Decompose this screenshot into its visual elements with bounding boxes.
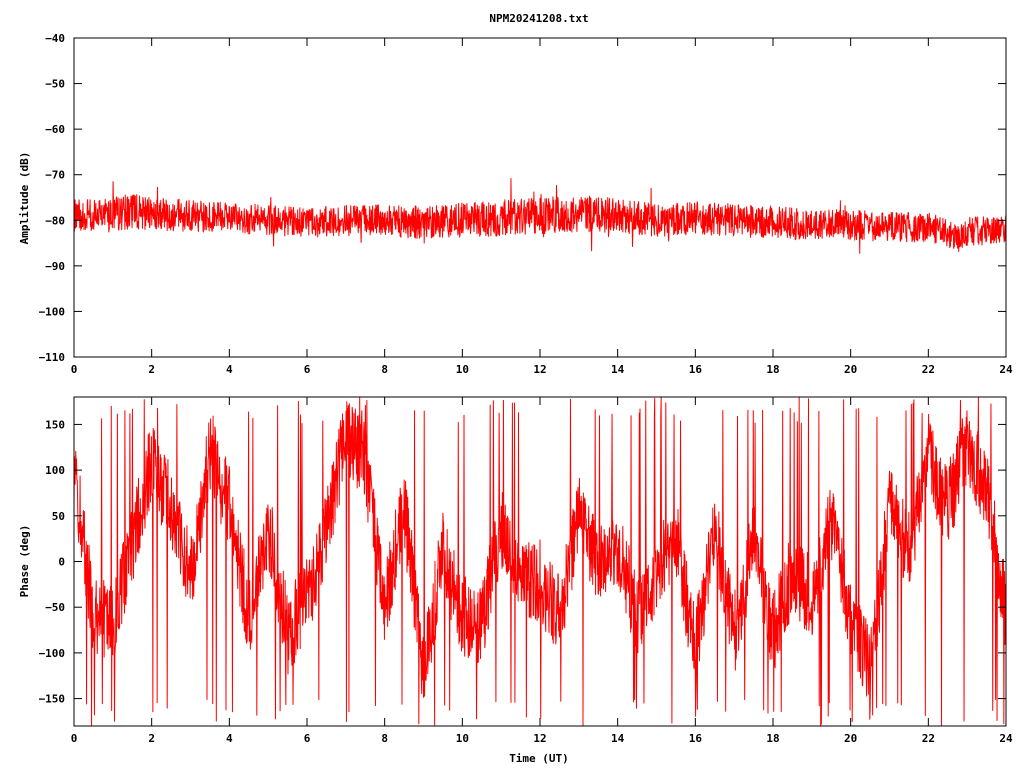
phase-y-tick-label: 150 (45, 418, 65, 431)
phase-x-tick-label: 18 (766, 732, 779, 745)
amplitude-y-tick-label: −60 (45, 123, 65, 136)
amplitude-x-tick-label: 12 (533, 363, 546, 376)
amplitude-y-tick-label: −90 (45, 260, 65, 273)
phase-y-tick-label: −50 (45, 601, 65, 614)
amplitude-y-tick-label: −40 (45, 32, 65, 45)
phase-y-tick-label: 50 (52, 510, 65, 523)
amplitude-y-tick-label: −100 (39, 305, 66, 318)
phase-x-tick-label: 6 (304, 732, 311, 745)
amplitude-y-ticks: −40 −50 −60 −70 −80 −90 −100 −110 (39, 32, 1006, 364)
phase-x-tick-label: 14 (611, 732, 625, 745)
amplitude-y-tick-label: −50 (45, 78, 65, 91)
amplitude-series-trace (73, 178, 1007, 254)
phase-x-tick-label: 8 (381, 732, 388, 745)
amplitude-x-tick-label: 18 (766, 363, 779, 376)
phase-y-axis-label: Phase (deg) (18, 525, 31, 598)
amplitude-x-tick-label: 4 (226, 363, 233, 376)
phase-x-tick-label: 2 (148, 732, 155, 745)
phase-y-tick-label: −100 (39, 647, 66, 660)
amplitude-x-ticks: 0 2 4 6 8 10 12 14 16 18 20 22 24 (71, 38, 1013, 376)
amplitude-x-tick-label: 14 (611, 363, 625, 376)
amplitude-x-tick-label: 16 (689, 363, 703, 376)
phase-y-tick-label: 0 (58, 556, 65, 569)
amplitude-y-tick-label: −70 (45, 169, 65, 182)
chart-title: NPM20241208.txt (489, 12, 588, 25)
phase-x-tick-label: 0 (71, 732, 78, 745)
amplitude-plot-frame (73, 37, 1007, 358)
amplitude-x-tick-label: 2 (148, 363, 155, 376)
amplitude-y-tick-label: −110 (39, 351, 66, 364)
amplitude-x-tick-label: 8 (381, 363, 388, 376)
phase-series-trace (73, 396, 1007, 727)
phase-x-tick-label: 24 (999, 732, 1013, 745)
amplitude-y-tick-label: −80 (45, 214, 65, 227)
phase-y-ticks: 150 100 50 0 −50 −100 −150 (39, 418, 1006, 706)
phase-y-tick-label: 100 (45, 464, 65, 477)
amplitude-x-tick-label: 10 (456, 363, 469, 376)
phase-x-tick-label: 12 (533, 732, 546, 745)
phase-x-tick-label: 4 (226, 732, 233, 745)
phase-x-tick-label: 22 (922, 732, 935, 745)
phase-series-line (73, 396, 1007, 727)
amplitude-x-tick-label: 0 (71, 363, 78, 376)
phase-x-tick-label: 16 (689, 732, 703, 745)
amplitude-x-tick-label: 6 (304, 363, 311, 376)
amplitude-y-axis-label: Amplitude (dB) (18, 152, 31, 245)
time-x-axis-label: Time (UT) (509, 752, 569, 765)
phase-x-ticks: 0 2 4 6 8 10 12 14 16 18 20 22 24 (71, 397, 1013, 745)
phase-y-tick-label: −150 (39, 693, 66, 706)
amplitude-x-tick-label: 24 (999, 363, 1013, 376)
phase-x-tick-label: 10 (456, 732, 469, 745)
amplitude-series-line (73, 178, 1007, 254)
phase-x-tick-label: 20 (844, 732, 857, 745)
amplitude-x-tick-label: 22 (922, 363, 935, 376)
amplitude-panel: −40−50−60−70−80−90−100−110 0 2 4 6 8 10 12 14 16… (18, 32, 1013, 376)
amplitude-x-tick-label: 20 (844, 363, 857, 376)
